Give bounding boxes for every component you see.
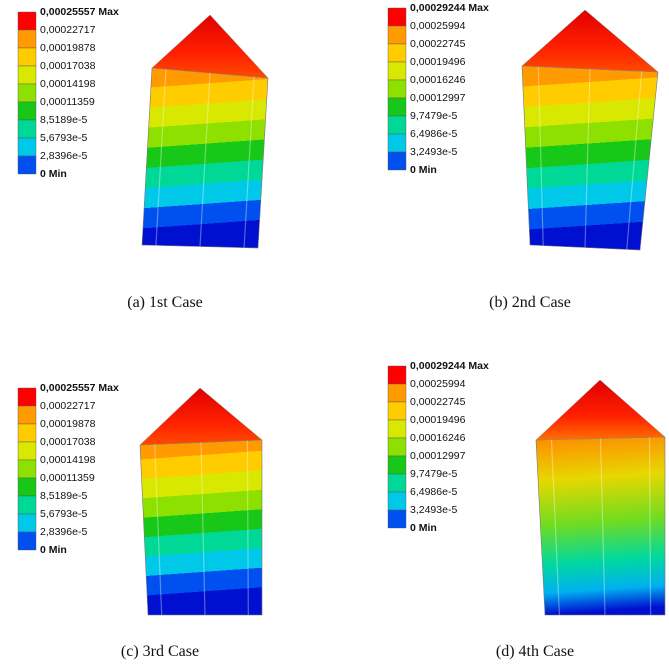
- legend-label: 0,00025994: [410, 20, 466, 32]
- legend-label: 0,00025557 Max: [40, 382, 119, 394]
- legend-label: 0,00017038: [40, 60, 96, 72]
- legend-swatch: [18, 460, 36, 478]
- legend-swatch: [388, 510, 406, 528]
- legend-label: 0,00025994: [410, 378, 466, 390]
- legend-label: 0,00019878: [40, 418, 96, 430]
- legend-swatch: [18, 496, 36, 514]
- legend-label: 5,6793e-5: [40, 132, 87, 144]
- caption: (c) 3rd Case: [121, 643, 199, 660]
- legend-label: 3,2493e-5: [410, 504, 457, 516]
- legend-label: 0,00012997: [410, 450, 466, 462]
- model-cone: [152, 15, 268, 78]
- legend-swatch: [18, 156, 36, 174]
- panel: 0,00025557 Max 0,00022717 0,00019878 0,0001…: [18, 6, 268, 311]
- panel: 0,00029244 Max 0,00025994 0,00022745 0,0001…: [388, 2, 658, 311]
- model-cone: [522, 10, 658, 72]
- legend-label: 0 Min: [40, 544, 67, 556]
- legend-swatch: [388, 44, 406, 62]
- legend-label: 0,00017038: [40, 436, 96, 448]
- legend-swatch: [388, 402, 406, 420]
- legend-label: 0,00022717: [40, 24, 96, 36]
- legend-label: 0,00016246: [410, 74, 466, 86]
- legend-swatch: [388, 116, 406, 134]
- panel: 0,00029244 Max 0,00025994 0,00022745 0,0001…: [388, 360, 665, 660]
- legend-label: 0,00016246: [410, 432, 466, 444]
- legend-label: 0,00014198: [40, 454, 96, 466]
- legend-swatch: [18, 12, 36, 30]
- panel: 0,00025557 Max 0,00022717 0,00019878 0,0001…: [18, 382, 262, 660]
- legend-label: 0,00022745: [410, 396, 466, 408]
- legend-label: 8,5189e-5: [40, 114, 87, 126]
- caption: (b) 2nd Case: [489, 294, 571, 311]
- legend-label: 0,00019496: [410, 56, 466, 68]
- legend-label: 0,00019878: [40, 42, 96, 54]
- legend-swatch: [388, 62, 406, 80]
- legend-swatch: [18, 30, 36, 48]
- legend-label: 0,00014198: [40, 78, 96, 90]
- legend-label: 0,00022745: [410, 38, 466, 50]
- legend-label: 0,00011359: [40, 472, 95, 484]
- legend-swatch: [388, 98, 406, 116]
- model-cone: [536, 380, 665, 440]
- legend-swatch: [18, 424, 36, 442]
- legend-swatch: [18, 514, 36, 532]
- model-cone: [140, 388, 262, 445]
- legend-swatch: [18, 66, 36, 84]
- legend-swatch: [18, 478, 36, 496]
- legend-swatch: [18, 48, 36, 66]
- figure: 0,00025557 Max 0,00022717 0,00019878 0,0001…: [0, 0, 669, 670]
- legend-label: 0,00025557 Max: [40, 6, 119, 18]
- legend-swatch: [388, 80, 406, 98]
- legend-swatch: [388, 152, 406, 170]
- legend-label: 0,00029244 Max: [410, 360, 489, 372]
- legend-swatch: [388, 8, 406, 26]
- legend-swatch: [388, 438, 406, 456]
- legend-label: 2,8396e-5: [40, 150, 87, 162]
- legend-swatch: [18, 406, 36, 424]
- legend-label: 2,8396e-5: [40, 526, 87, 538]
- legend-swatch: [18, 442, 36, 460]
- legend-swatch: [388, 492, 406, 510]
- legend-swatch: [388, 366, 406, 384]
- legend-label: 0 Min: [40, 168, 67, 180]
- legend-swatch: [18, 102, 36, 120]
- legend-label: 9,7479e-5: [410, 110, 457, 122]
- legend-label: 0,00022717: [40, 400, 96, 412]
- legend-label: 0 Min: [410, 164, 437, 176]
- legend-swatch: [388, 26, 406, 44]
- legend-label: 6,4986e-5: [410, 128, 457, 140]
- caption: (a) 1st Case: [127, 294, 203, 311]
- legend-swatch: [18, 84, 36, 102]
- legend-swatch: [388, 474, 406, 492]
- legend-swatch: [388, 420, 406, 438]
- legend-swatch: [388, 456, 406, 474]
- legend-swatch: [388, 384, 406, 402]
- legend-swatch: [18, 532, 36, 550]
- legend-label: 9,7479e-5: [410, 468, 457, 480]
- legend-label: 3,2493e-5: [410, 146, 457, 158]
- legend-label: 8,5189e-5: [40, 490, 87, 502]
- legend-label: 5,6793e-5: [40, 508, 87, 520]
- legend-swatch: [18, 120, 36, 138]
- legend-label: 0,00029244 Max: [410, 2, 489, 14]
- legend-label: 0 Min: [410, 522, 437, 534]
- legend-label: 0,00012997: [410, 92, 466, 104]
- caption: (d) 4th Case: [496, 643, 574, 660]
- legend-label: 0,00019496: [410, 414, 466, 426]
- legend-label: 0,00011359: [40, 96, 95, 108]
- legend-swatch: [388, 134, 406, 152]
- legend-swatch: [18, 388, 36, 406]
- legend-label: 6,4986e-5: [410, 486, 457, 498]
- legend-swatch: [18, 138, 36, 156]
